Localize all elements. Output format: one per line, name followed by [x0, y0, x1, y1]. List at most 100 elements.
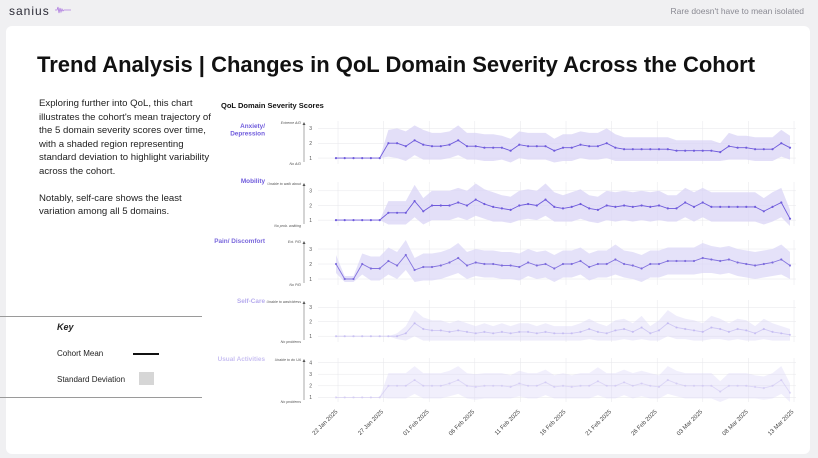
- y-tick-label: 2: [309, 320, 312, 326]
- domain-label: Mobility: [241, 178, 266, 185]
- mean-point: [727, 330, 731, 333]
- mean-point: [352, 277, 355, 281]
- mean-point: [561, 146, 565, 149]
- mean-point: [727, 258, 731, 261]
- mean-point: [387, 384, 390, 387]
- mean-point: [684, 327, 687, 331]
- mean-point: [701, 384, 704, 387]
- mean-point: [727, 145, 731, 148]
- mean-point: [492, 384, 495, 387]
- mean-point: [649, 332, 652, 335]
- mean-point: [448, 261, 451, 264]
- mean-point: [780, 258, 783, 261]
- y-tick-label: 2: [309, 141, 312, 147]
- mean-point: [492, 262, 495, 266]
- mean-point: [666, 148, 669, 151]
- mean-point: [483, 146, 486, 149]
- mean-point: [561, 207, 565, 210]
- mean-point: [404, 145, 407, 148]
- mean-point: [492, 146, 495, 149]
- mean-point: [465, 145, 469, 148]
- sd-band: [336, 366, 790, 402]
- mean-point: [640, 204, 643, 207]
- mean-point: [404, 332, 407, 335]
- mean-point: [701, 201, 704, 204]
- mean-point: [474, 145, 477, 148]
- mean-point: [334, 262, 338, 266]
- y-tick-label: 3: [309, 372, 312, 378]
- mean-point: [509, 149, 512, 152]
- mean-point: [736, 205, 739, 208]
- mean-point: [579, 143, 582, 146]
- sd-band: [336, 240, 790, 282]
- mean-point: [684, 201, 687, 204]
- mean-point: [334, 335, 338, 338]
- y-tick-label: 2: [309, 384, 312, 390]
- mean-point: [500, 264, 503, 267]
- domain-label: Usual Activities: [218, 356, 266, 363]
- level-label-top: Extreme A/D: [281, 121, 302, 125]
- mean-point: [736, 384, 739, 387]
- mean-point: [430, 329, 434, 332]
- mean-point: [378, 157, 381, 160]
- key-divider-bottom: [0, 397, 202, 398]
- mean-point: [631, 148, 634, 151]
- mean-point: [666, 378, 669, 382]
- mean-point: [553, 205, 556, 208]
- level-label-top: Unable to wash/dress: [266, 300, 301, 304]
- mean-point: [413, 268, 416, 272]
- mean-point: [657, 262, 661, 266]
- mean-point: [448, 204, 451, 207]
- mean-point: [448, 330, 451, 333]
- domain-label: Self-Care: [237, 298, 266, 305]
- mean-point: [439, 384, 442, 387]
- y-tick-label: 3: [309, 247, 312, 253]
- x-tick-label: 13 Mar 2025: [767, 409, 796, 438]
- y-tick-label: 3: [309, 189, 312, 195]
- mean-point: [788, 217, 792, 220]
- level-label-top: Ext. P/D: [288, 240, 302, 244]
- brand-logo[interactable]: sanius: [9, 4, 50, 18]
- mean-point: [352, 219, 355, 222]
- intro-paragraph-2: Notably, self-care shows the least varia…: [39, 192, 182, 218]
- mean-point: [500, 146, 503, 149]
- key-divider-top: [0, 316, 202, 317]
- mean-point: [361, 219, 364, 222]
- mean-point: [719, 151, 722, 154]
- mean-point: [430, 265, 434, 269]
- mean-point: [788, 391, 792, 394]
- mean-point: [343, 277, 346, 281]
- x-tick-label: 16 Feb 2025: [539, 409, 568, 438]
- mean-point: [657, 148, 661, 151]
- mean-point: [387, 259, 390, 263]
- mean-point: [483, 262, 486, 266]
- axis-arrow-head: [302, 183, 306, 186]
- mean-point: [614, 329, 617, 332]
- x-tick-label: 03 Mar 2025: [676, 409, 705, 438]
- mean-point: [474, 261, 477, 264]
- mean-point: [334, 396, 338, 399]
- mean-point: [666, 207, 669, 210]
- mean-point: [439, 145, 442, 148]
- mean-point: [614, 384, 617, 387]
- mean-point: [692, 205, 696, 208]
- mean-point: [343, 335, 346, 338]
- mean-point: [448, 143, 451, 146]
- mean-point: [483, 384, 486, 387]
- mean-point: [727, 205, 731, 208]
- mean-point: [570, 385, 573, 388]
- mean-point: [605, 142, 608, 145]
- mean-point: [657, 329, 661, 332]
- mean-point: [780, 201, 783, 204]
- level-label-bottom: No P/D: [289, 283, 301, 287]
- mean-point: [771, 148, 774, 151]
- mean-point: [422, 210, 425, 213]
- mean-point: [780, 332, 783, 335]
- mean-point: [605, 384, 608, 387]
- mean-point: [474, 385, 477, 388]
- x-tick-label: 01 Feb 2025: [403, 409, 432, 438]
- mean-point: [457, 201, 460, 204]
- mean-point: [343, 219, 346, 222]
- mean-point: [684, 384, 687, 387]
- key-mean-label: Cohort Mean: [57, 349, 104, 358]
